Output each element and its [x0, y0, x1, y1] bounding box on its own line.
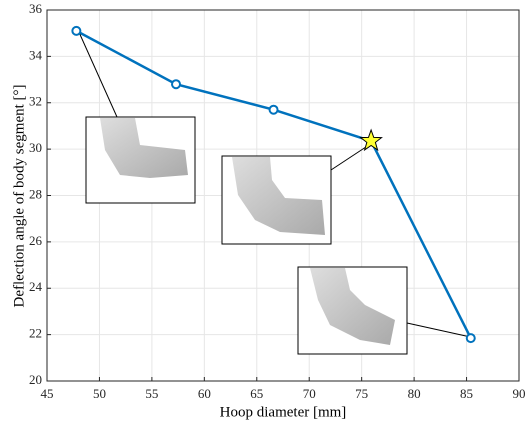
x-tick-label: 90 — [513, 386, 526, 401]
x-tick-label: 85 — [460, 386, 473, 401]
star-marker — [361, 130, 382, 150]
x-tick-label: 55 — [145, 386, 158, 401]
y-tick-label: 36 — [29, 1, 43, 16]
insets — [78, 30, 475, 354]
x-tick-label: 80 — [408, 386, 421, 401]
x-axis-label: Hoop diameter [mm] — [220, 404, 347, 420]
x-tick-label: 60 — [198, 386, 211, 401]
y-tick-label: 22 — [29, 326, 42, 341]
x-tick-label: 65 — [250, 386, 263, 401]
chart: 45 50 55 60 65 70 75 80 85 90 20 22 24 26 28 30 32 34 36 H… — [0, 0, 529, 428]
y-axis-label: Deflection angle of body segment [°] — [11, 84, 27, 307]
y-tick-label: 28 — [29, 186, 42, 201]
marker — [270, 106, 278, 114]
y-tick-label: 26 — [29, 233, 43, 248]
x-tick-label: 75 — [355, 386, 368, 401]
x-tick-label: 50 — [93, 386, 106, 401]
marker — [467, 334, 475, 342]
y-tick-label: 24 — [29, 279, 43, 294]
x-tick-label: 45 — [41, 386, 54, 401]
y-tick-label: 34 — [29, 47, 43, 62]
marker — [172, 80, 180, 88]
x-tick-label: 70 — [303, 386, 316, 401]
y-tick-label: 20 — [29, 372, 42, 387]
y-tick-label: 32 — [29, 94, 42, 109]
y-tick-label: 30 — [29, 140, 42, 155]
marker — [72, 27, 80, 35]
